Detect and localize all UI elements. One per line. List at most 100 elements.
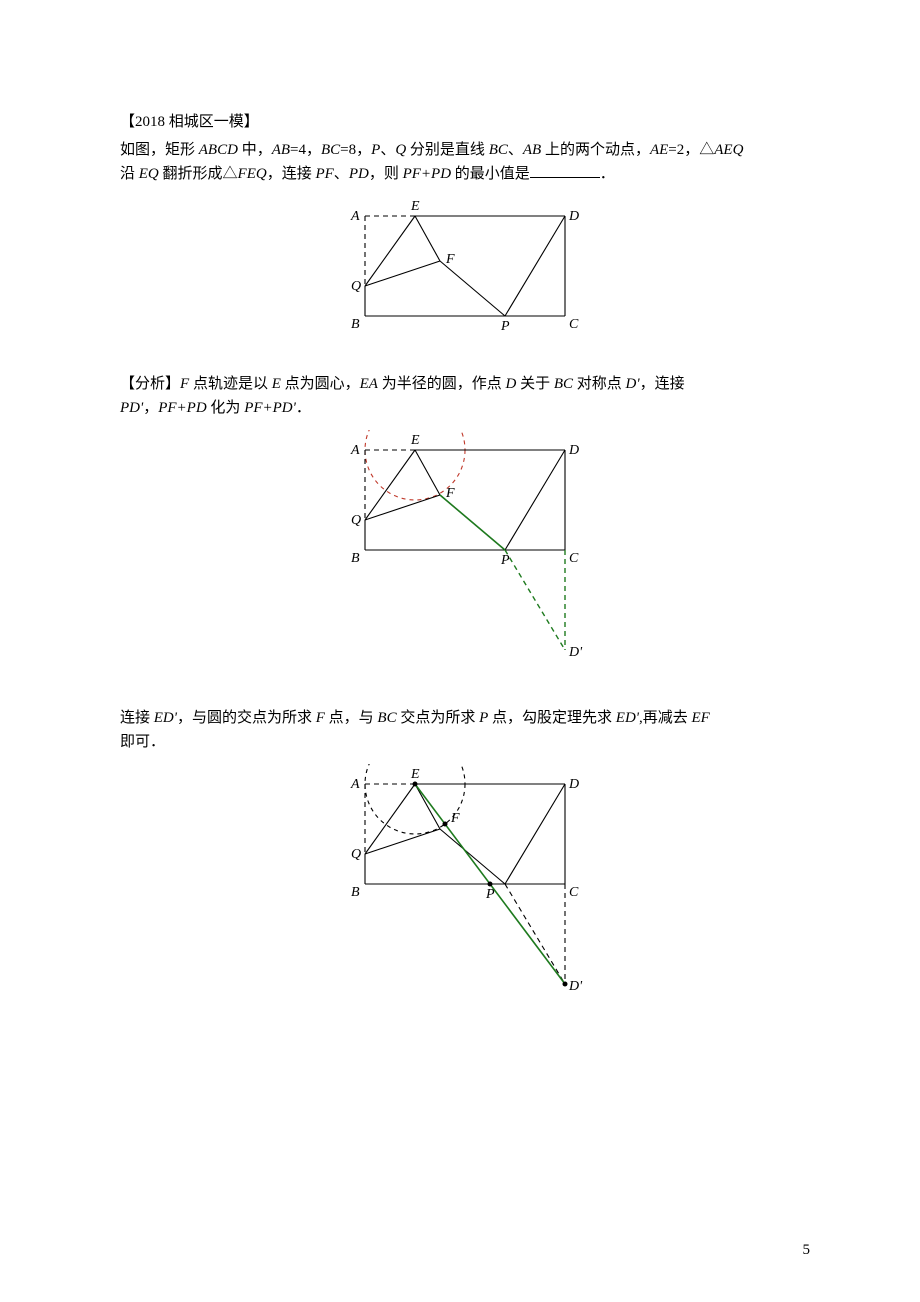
text: 、: [334, 166, 349, 182]
text: 中，: [238, 142, 272, 158]
var-Q: Q: [395, 142, 406, 158]
var-P: P: [479, 710, 488, 726]
svg-text:D': D': [568, 645, 583, 660]
text: 如图，矩形: [120, 142, 199, 158]
figure-2: A B C D E Q F P D': [120, 430, 810, 688]
exam-source-header: 【2018 相城区一模】: [120, 110, 810, 134]
text: ，: [143, 400, 158, 416]
text: 沿: [120, 166, 139, 182]
svg-text:E: E: [410, 433, 420, 448]
var-EDp2: ED': [616, 710, 639, 726]
var-AB2: AB: [523, 142, 541, 158]
svg-text:C: C: [569, 551, 579, 566]
page-number: 5: [803, 1238, 811, 1262]
figure-3-svg: A B C D E Q F P D': [325, 764, 605, 1014]
var-D: D: [505, 376, 516, 392]
svg-text:P: P: [500, 553, 510, 568]
svg-text:A: A: [350, 443, 360, 458]
conclusion-text: 连接 ED'，与圆的交点为所求 F 点，与 BC 交点为所求 P 点，勾股定理先…: [120, 706, 810, 754]
figure-1-svg: A B C D E Q F P: [325, 196, 605, 346]
var-E: E: [272, 376, 281, 392]
text: 关于: [516, 376, 554, 392]
var-F: F: [180, 376, 189, 392]
text: ．: [600, 166, 615, 182]
analysis-text: 【分析】F 点轨迹是以 E 点为圆心，EA 为半径的圆，作点 D 关于 BC 对…: [120, 372, 810, 420]
text: 化为: [207, 400, 245, 416]
text: 点，勾股定理先求: [488, 710, 616, 726]
figure-2-svg: A B C D E Q F P D': [325, 430, 605, 680]
svg-text:D: D: [568, 209, 579, 224]
text: ，则: [369, 166, 403, 182]
text: 、: [508, 142, 523, 158]
var-EDp: ED': [154, 710, 177, 726]
var-PFPDp: PF+PD': [244, 400, 296, 416]
problem-text: 如图，矩形 ABCD 中，AB=4，BC=8，P、Q 分别是直线 BC、AB 上…: [120, 138, 810, 186]
text: 即可．: [120, 734, 165, 750]
text: ，连接: [267, 166, 316, 182]
analysis-tag: 【分析】: [120, 376, 180, 392]
page: 【2018 相城区一模】 如图，矩形 ABCD 中，AB=4，BC=8，P、Q …: [0, 0, 920, 1302]
text: 点，与: [325, 710, 378, 726]
var-PFPD: PF+PD: [403, 166, 451, 182]
text: 交点为所求: [397, 710, 480, 726]
svg-text:F: F: [450, 811, 460, 826]
svg-text:F: F: [445, 252, 455, 267]
var-EA: EA: [360, 376, 378, 392]
var-BC: BC: [554, 376, 573, 392]
text: 连接: [120, 710, 154, 726]
var-FEQ: FEQ: [238, 166, 267, 182]
var-PD: PD: [349, 166, 369, 182]
figure-1: A B C D E Q F P: [120, 196, 810, 354]
text: ．: [296, 400, 311, 416]
var-P: P: [371, 142, 380, 158]
text: 的最小值是: [451, 166, 530, 182]
var-PF: PF: [315, 166, 333, 182]
var-Dp: D': [626, 376, 640, 392]
text: 点为圆心，: [281, 376, 360, 392]
var-F: F: [316, 710, 325, 726]
var-AE: AE: [650, 142, 668, 158]
var-BC: BC: [321, 142, 340, 158]
text: 翻折形成△: [159, 166, 238, 182]
svg-text:D: D: [568, 443, 579, 458]
svg-text:Q: Q: [351, 847, 361, 862]
var-EQ: EQ: [139, 166, 159, 182]
svg-text:Q: Q: [351, 279, 361, 294]
svg-text:C: C: [569, 885, 579, 900]
var-PDp: PD': [120, 400, 143, 416]
svg-text:P: P: [500, 319, 510, 334]
answer-blank: [530, 162, 600, 178]
var-BC2: BC: [489, 142, 508, 158]
svg-text:B: B: [351, 551, 360, 566]
svg-text:A: A: [350, 209, 360, 224]
var-AB: AB: [272, 142, 290, 158]
text: 上的两个动点，: [541, 142, 650, 158]
text: 、: [380, 142, 395, 158]
var-PFPD: PF+PD: [158, 400, 206, 416]
svg-text:C: C: [569, 317, 579, 332]
svg-text:F: F: [445, 486, 455, 501]
var-ABCD: ABCD: [199, 142, 238, 158]
text: ,再减去: [639, 710, 692, 726]
svg-text:P: P: [485, 887, 495, 902]
text: =4，: [290, 142, 321, 158]
text: 为半径的圆，作点: [378, 376, 506, 392]
svg-text:B: B: [351, 885, 360, 900]
svg-text:D': D': [568, 979, 583, 994]
svg-text:Q: Q: [351, 513, 361, 528]
text: ，与圆的交点为所求: [177, 710, 316, 726]
figure-3: A B C D E Q F P D': [120, 764, 810, 1022]
svg-text:A: A: [350, 777, 360, 792]
text: =2，△: [668, 142, 714, 158]
text: 对称点: [573, 376, 626, 392]
svg-text:E: E: [410, 767, 420, 782]
var-BC: BC: [377, 710, 396, 726]
svg-text:B: B: [351, 317, 360, 332]
var-AEQ: AEQ: [714, 142, 743, 158]
text: 分别是直线: [406, 142, 489, 158]
text: 点轨迹是以: [189, 376, 272, 392]
svg-text:E: E: [410, 199, 420, 214]
svg-text:D: D: [568, 777, 579, 792]
text: =8，: [340, 142, 371, 158]
text: ，连接: [640, 376, 685, 392]
